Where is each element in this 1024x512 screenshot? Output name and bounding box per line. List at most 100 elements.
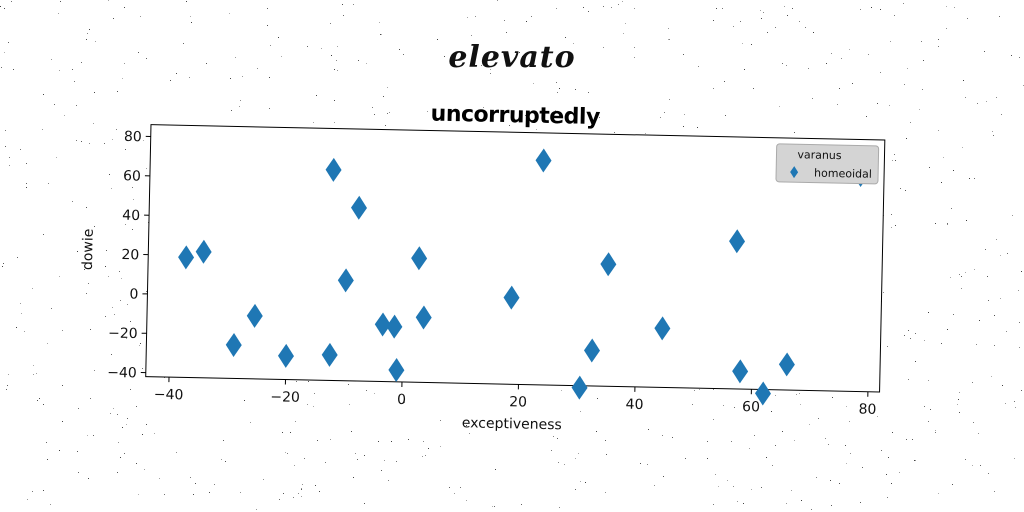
noise-speck [26,183,27,184]
y-tick-label: 60 [123,168,141,184]
noise-speck [132,229,133,230]
y-axis-label: dowie [80,229,97,271]
noise-speck [558,462,559,463]
noise-speck [910,122,911,123]
noise-speck [296,381,297,382]
noise-speck [976,344,977,345]
noise-speck [1000,255,1001,256]
noise-speck [111,188,112,189]
noise-speck [307,404,308,405]
noise-speck [935,223,936,224]
noise-speck [26,163,27,164]
noise-speck [831,505,832,506]
scatter-point [374,312,391,337]
noise-speck [951,208,952,209]
noise-speck [734,407,735,408]
noise-speck [1006,331,1007,332]
noise-speck [47,459,48,460]
noise-speck [614,132,615,133]
noise-speck [906,439,907,440]
legend-box [775,143,880,185]
noise-speck [51,308,52,309]
scatter-point [195,239,212,264]
noise-speck [894,154,895,155]
legend-marker-icon [790,166,799,179]
noise-speck [786,503,787,504]
noise-speck [72,69,73,70]
scatter-point [778,352,795,377]
noise-speck [830,480,831,481]
noise-speck [575,489,576,490]
noise-speck [17,257,18,258]
noise-speck [894,15,895,16]
noise-speck [379,22,380,23]
noise-speck [928,421,929,422]
noise-speck [32,491,33,492]
noise-speck [294,465,295,466]
noise-speck [1018,290,1019,291]
noise-speck [782,431,783,432]
noise-speck [90,398,91,399]
noise-speck [953,314,954,315]
noise-speck [454,493,455,494]
noise-speck [718,486,719,487]
noise-speck [993,135,994,136]
noise-speck [183,43,184,44]
noise-speck [775,445,776,446]
noise-speck [978,433,979,434]
noise-speck [952,484,953,485]
noise-speck [154,433,155,434]
noise-speck [466,425,467,426]
noise-speck [826,63,827,64]
noise-speck [985,249,986,250]
noise-speck [235,57,236,58]
noise-speck [317,440,318,441]
y-tick-label: 0 [129,287,138,303]
noise-speck [692,404,693,405]
noise-speck [871,7,872,8]
noise-speck [94,92,95,93]
noise-speck [94,370,95,371]
noise-speck [490,73,491,74]
noise-speck [117,91,118,92]
noise-speck [634,47,635,48]
noise-speck [957,404,958,405]
noise-speck [850,453,851,454]
scatter-point [321,342,338,367]
noise-speck [553,436,554,437]
noise-speck [189,77,190,78]
noise-speck [580,411,581,412]
noise-speck [195,483,196,484]
noise-speck [980,465,981,466]
noise-speck [663,476,664,477]
scatter-point [411,246,428,271]
y-tick-label: −20 [108,325,138,342]
noise-speck [908,330,909,331]
noise-speck [221,459,222,460]
noise-speck [767,32,768,33]
noise-speck [136,463,137,464]
noise-speck [76,105,77,106]
noise-speck [399,49,400,50]
noise-speck [170,80,171,81]
noise-speck [62,385,63,386]
noise-speck [647,464,648,465]
noise-speck [713,88,714,89]
noise-speck [122,78,123,79]
noise-speck [146,168,147,169]
noise-speck [313,122,314,123]
noise-speck [888,457,889,458]
noise-speck [761,487,762,488]
scatter-point [729,229,746,254]
noise-speck [257,68,258,69]
noise-speck [146,424,147,425]
noise-speck [929,167,930,168]
noise-speck [5,146,6,147]
noise-speck [316,95,317,96]
noise-speck [868,54,869,55]
noise-speck [387,87,388,88]
noise-speck [987,276,988,277]
noise-speck [142,434,143,435]
noise-speck [278,37,279,38]
noise-speck [805,27,806,28]
